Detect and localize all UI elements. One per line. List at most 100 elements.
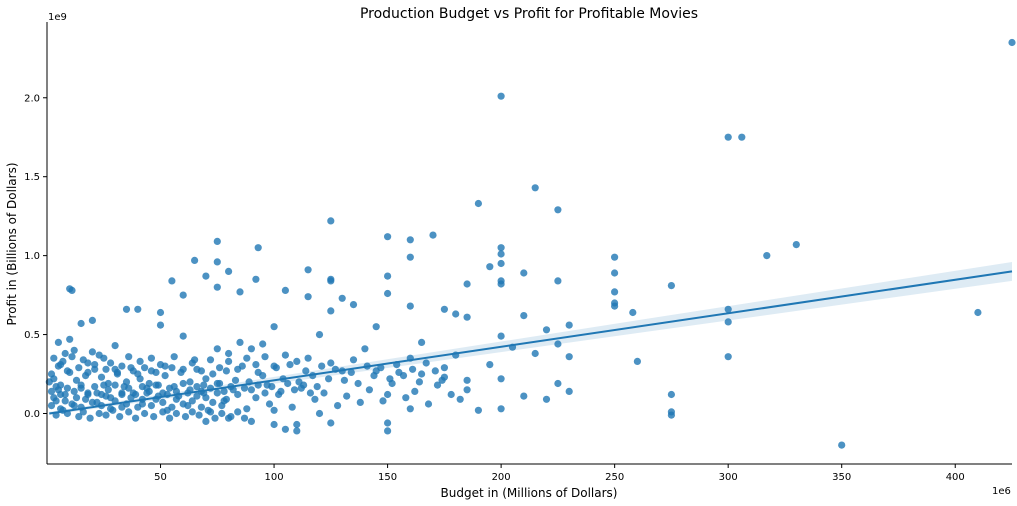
data-point <box>186 378 194 386</box>
x-tick-label: 250 <box>605 472 624 483</box>
data-point <box>554 379 562 388</box>
data-point <box>409 365 417 373</box>
data-point <box>236 288 244 296</box>
data-point <box>315 331 324 339</box>
data-point <box>84 389 92 397</box>
data-point <box>284 379 292 388</box>
data-point <box>286 361 294 369</box>
data-point <box>213 237 221 245</box>
data-point <box>261 353 269 361</box>
x-tick-label: 50 <box>154 472 167 483</box>
data-point <box>66 335 74 343</box>
data-point <box>179 365 187 373</box>
data-point <box>259 340 267 348</box>
data-point <box>95 351 103 359</box>
data-point <box>306 389 314 397</box>
data-point <box>68 353 76 361</box>
data-point <box>313 383 321 391</box>
y-tick-label: 1.0 <box>24 251 40 262</box>
data-point <box>270 362 278 370</box>
y-tick-label: 0.0 <box>24 409 40 420</box>
data-point <box>172 395 180 403</box>
data-point <box>429 231 437 239</box>
data-point <box>225 357 233 365</box>
data-point <box>325 375 333 383</box>
data-point <box>406 302 414 310</box>
data-point <box>724 305 732 313</box>
data-point <box>565 321 573 329</box>
data-point <box>554 277 562 285</box>
x-tick-label: 100 <box>265 472 284 483</box>
data-point <box>52 397 60 405</box>
data-point <box>327 419 335 427</box>
data-point <box>118 362 126 370</box>
data-point <box>334 402 342 410</box>
data-point <box>372 323 380 331</box>
data-point <box>474 199 482 208</box>
data-point <box>213 389 221 397</box>
data-point <box>195 411 203 419</box>
data-point <box>209 398 217 406</box>
data-point <box>125 353 133 361</box>
data-point <box>281 351 289 359</box>
data-point <box>145 387 153 395</box>
data-point <box>293 427 301 435</box>
data-point <box>384 233 392 241</box>
data-point <box>611 253 619 261</box>
data-point <box>50 375 58 383</box>
data-point <box>75 413 83 421</box>
chart-title: Production Budget vs Profit for Profitab… <box>360 6 698 22</box>
data-point <box>240 384 249 392</box>
data-point <box>384 272 392 280</box>
data-point <box>486 361 494 369</box>
x-tick-label: 150 <box>378 472 397 483</box>
data-point <box>304 266 312 274</box>
data-point <box>152 381 160 389</box>
data-point <box>520 392 528 400</box>
data-point <box>179 379 187 388</box>
data-point <box>234 365 242 373</box>
data-point <box>125 408 133 416</box>
data-point <box>132 390 140 399</box>
data-point <box>447 390 455 399</box>
data-point <box>95 409 103 418</box>
data-point <box>159 389 167 397</box>
data-point <box>418 370 426 378</box>
data-point <box>231 376 240 384</box>
data-point <box>181 413 190 421</box>
data-point <box>82 395 90 403</box>
data-point <box>452 310 460 318</box>
data-point <box>172 387 180 395</box>
data-point <box>141 409 149 418</box>
data-point <box>293 420 301 429</box>
data-point <box>497 405 505 413</box>
data-point <box>463 313 471 321</box>
data-point <box>497 280 505 288</box>
data-point <box>54 338 63 346</box>
data-point <box>433 381 442 389</box>
data-point <box>438 376 446 384</box>
data-point <box>222 395 230 403</box>
data-point <box>179 291 187 299</box>
data-point <box>161 372 169 380</box>
data-point <box>72 394 81 402</box>
data-point <box>281 286 289 294</box>
regression-ci-band <box>49 261 1013 416</box>
data-point <box>116 413 124 421</box>
data-point <box>213 379 221 388</box>
data-point <box>327 307 335 315</box>
data-point <box>72 376 81 384</box>
data-point <box>191 256 199 264</box>
data-point <box>61 397 69 405</box>
data-point <box>77 381 85 389</box>
data-point <box>724 318 732 326</box>
data-point <box>320 389 328 397</box>
data-point <box>554 340 562 348</box>
data-point <box>361 345 369 353</box>
data-point <box>113 370 121 378</box>
data-point <box>204 406 212 414</box>
data-point <box>107 405 115 413</box>
data-point <box>633 357 642 365</box>
data-point <box>216 364 224 372</box>
data-point <box>168 364 176 372</box>
